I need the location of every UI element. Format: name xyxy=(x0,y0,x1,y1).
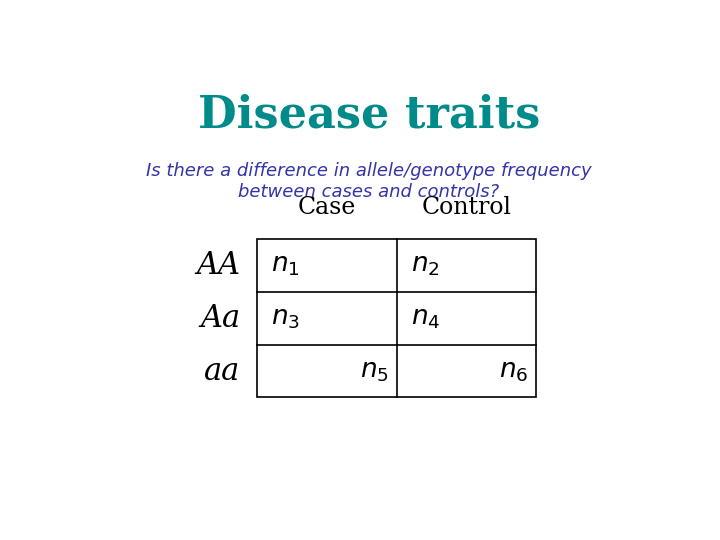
Text: aa: aa xyxy=(204,356,240,387)
Text: $n_4$: $n_4$ xyxy=(411,306,440,331)
Text: $n_2$: $n_2$ xyxy=(411,253,440,278)
Text: Control: Control xyxy=(422,195,512,219)
Text: AA: AA xyxy=(197,250,240,281)
Text: $n_1$: $n_1$ xyxy=(271,253,300,278)
Bar xyxy=(258,239,536,397)
Text: $n_5$: $n_5$ xyxy=(360,359,389,383)
Text: Aa: Aa xyxy=(201,303,240,334)
Text: $n_3$: $n_3$ xyxy=(271,306,300,331)
Text: Case: Case xyxy=(298,195,356,219)
Text: Is there a difference in allele/genotype frequency
between cases and controls?: Is there a difference in allele/genotype… xyxy=(146,162,592,201)
Text: Disease traits: Disease traits xyxy=(198,93,540,136)
Text: $n_6$: $n_6$ xyxy=(499,359,528,383)
